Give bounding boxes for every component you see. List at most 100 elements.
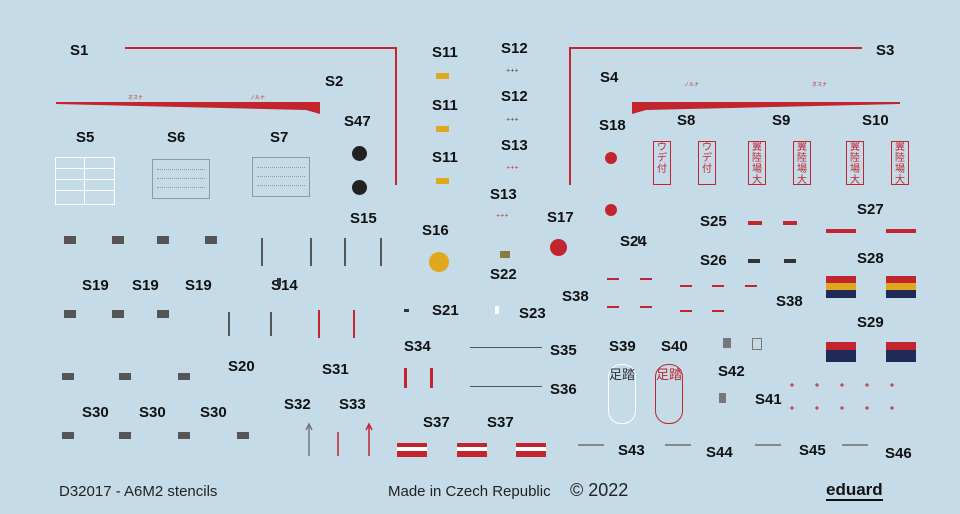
s20-mark-a (228, 312, 230, 336)
s8-box-a: ウデ付 (653, 141, 671, 185)
s37-bar-b (457, 443, 487, 457)
s3-text-b: オスナ (812, 82, 828, 88)
s38-dash-5 (745, 285, 757, 287)
s38-dash-7 (640, 306, 652, 308)
s20-icon-c (157, 310, 169, 318)
s31-mark-a (318, 310, 320, 338)
s9-box-a: 翼陸場大 (748, 141, 766, 186)
s15-mark-a (261, 238, 263, 266)
right-walkway-lines (569, 47, 900, 185)
left-walkway-lines (56, 47, 397, 185)
s30-icon-g (237, 432, 249, 439)
s36-line (470, 386, 542, 387)
s19-icon-c (157, 236, 169, 244)
s31-mark-b (353, 310, 355, 338)
s26-mark-b (784, 259, 796, 263)
s30-icon-c (178, 373, 190, 380)
s1-line (125, 47, 397, 185)
s15-mark-b (310, 238, 312, 266)
s41-cross-10 (890, 406, 894, 410)
label-s31: S31 (322, 361, 349, 378)
label-s13-b: S13 (490, 186, 517, 203)
s11-tab-a (436, 73, 449, 79)
s38-dash-1 (607, 278, 619, 280)
s2-line (56, 102, 320, 114)
label-s10: S10 (862, 112, 889, 129)
s17-red-dot (550, 239, 567, 256)
label-s47: S47 (344, 113, 371, 130)
label-s21: S21 (432, 302, 459, 319)
s7-placard (252, 157, 310, 197)
s41-cross-7 (815, 406, 819, 410)
s40-oval: 足踏 (655, 364, 683, 424)
s37-bar-c (516, 443, 546, 457)
s19-icon-a (64, 236, 76, 244)
s28-flag-a (826, 276, 856, 298)
s41-cross-8 (840, 406, 844, 410)
label-s6: S6 (167, 129, 186, 146)
s34-mark-a (404, 368, 407, 388)
s6-placard (152, 159, 210, 199)
label-s39: S39 (609, 338, 636, 355)
label-s30-b: S30 (139, 404, 166, 421)
label-s4: S4 (600, 69, 619, 86)
label-s40: S40 (661, 338, 688, 355)
label-s22: S22 (490, 266, 517, 283)
label-s25: S25 (700, 213, 727, 230)
label-s18: S18 (599, 117, 626, 134)
label-s17: S17 (547, 209, 574, 226)
s13-mark-a: +++ (506, 165, 519, 171)
label-s45: S45 (799, 442, 826, 459)
label-s30-c: S30 (200, 404, 227, 421)
s45-mark-a (755, 444, 781, 446)
s42-mark-a (723, 338, 731, 348)
s2-text-a: オスナ (128, 95, 144, 101)
s38-dash-8 (680, 310, 692, 312)
label-s19-a: S19 (82, 277, 109, 294)
s43-mark-a (578, 444, 604, 446)
s38-dash-6 (607, 306, 619, 308)
label-s30-a: S30 (82, 404, 109, 421)
s41-cross-4 (865, 383, 869, 387)
s33-arrow-b (365, 422, 373, 456)
s20-icon-b (112, 310, 124, 318)
s41-cross-6 (790, 406, 794, 410)
s30-icon-a (62, 373, 74, 380)
label-s37-a: S37 (423, 414, 450, 431)
s10-box-b: 翼陸場大 (891, 141, 909, 186)
label-s41: S41 (755, 391, 782, 408)
label-s3: S3 (876, 42, 895, 59)
s41-crosses (790, 383, 894, 410)
s12-mark-b: +++ (506, 117, 519, 123)
label-s38-b: S38 (776, 293, 803, 310)
s16-yellow-dot (429, 252, 449, 272)
s3-line (569, 47, 862, 185)
label-s44: S44 (706, 444, 733, 461)
label-s16: S16 (422, 222, 449, 239)
s41-cross-9 (865, 406, 869, 410)
s19-icon-b (112, 236, 124, 244)
s15-mark-d (380, 238, 382, 266)
s2-text-b: ノルナ (250, 95, 266, 101)
label-s11-c: S11 (432, 149, 458, 166)
s26-mark-a (748, 259, 760, 263)
s25-mark-b (783, 221, 797, 225)
label-s15: S15 (350, 210, 377, 227)
s44-mark-a (665, 444, 691, 446)
s30-icon-b (119, 373, 131, 380)
label-s12-b: S12 (501, 88, 528, 105)
label-s36: S36 (550, 381, 577, 398)
label-s24: S24 (620, 233, 647, 250)
s38-dash-2 (640, 278, 652, 280)
label-s1: S1 (70, 42, 89, 59)
s18-red-dot-a (605, 152, 617, 164)
s29-flag-a (826, 342, 856, 362)
s41-cross-5 (890, 383, 894, 387)
s25-mark-a (748, 221, 762, 225)
s11-tab-c (436, 178, 449, 184)
s30-icon-f (178, 432, 190, 439)
s11-tab-b (436, 126, 449, 132)
label-s32: S32 (284, 396, 311, 413)
s32-arrow (305, 422, 313, 456)
